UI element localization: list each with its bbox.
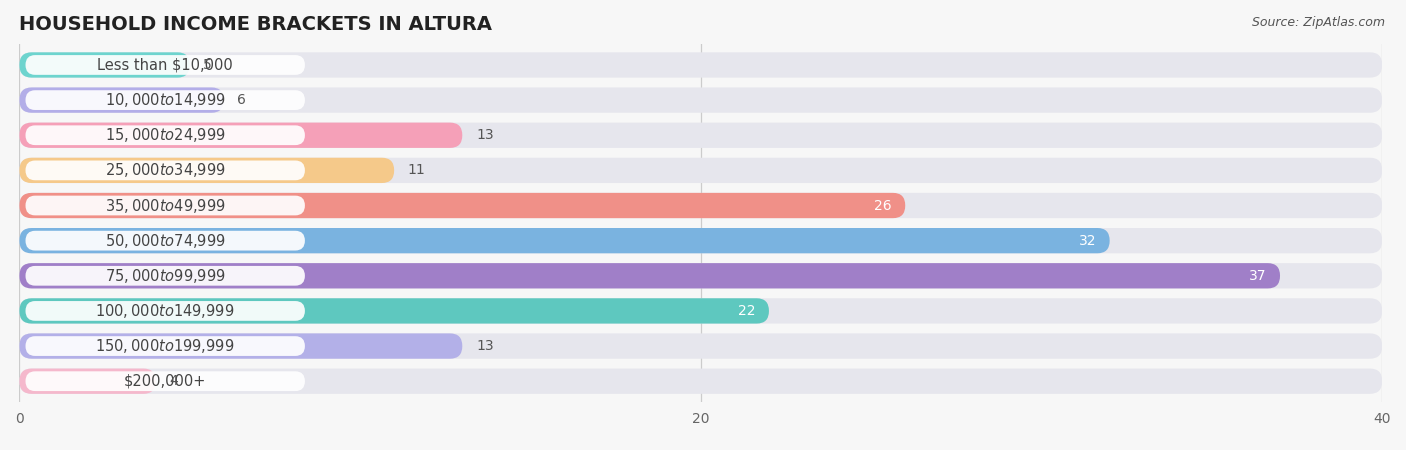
- Text: $200,000+: $200,000+: [124, 374, 207, 389]
- FancyBboxPatch shape: [20, 228, 1109, 253]
- FancyBboxPatch shape: [25, 126, 305, 145]
- Text: Less than $10,000: Less than $10,000: [97, 58, 233, 72]
- Text: $15,000 to $24,999: $15,000 to $24,999: [105, 126, 225, 144]
- Text: 6: 6: [238, 93, 246, 107]
- FancyBboxPatch shape: [20, 369, 156, 394]
- Text: 13: 13: [477, 128, 494, 142]
- FancyBboxPatch shape: [25, 301, 305, 321]
- FancyBboxPatch shape: [20, 87, 224, 113]
- Text: 37: 37: [1249, 269, 1267, 283]
- Text: 13: 13: [477, 339, 494, 353]
- FancyBboxPatch shape: [25, 371, 305, 391]
- FancyBboxPatch shape: [20, 333, 1382, 359]
- FancyBboxPatch shape: [20, 333, 463, 359]
- Text: $100,000 to $149,999: $100,000 to $149,999: [96, 302, 235, 320]
- FancyBboxPatch shape: [25, 161, 305, 180]
- Text: 32: 32: [1078, 234, 1097, 248]
- FancyBboxPatch shape: [25, 90, 305, 110]
- Text: 5: 5: [204, 58, 212, 72]
- FancyBboxPatch shape: [20, 158, 1382, 183]
- Text: Source: ZipAtlas.com: Source: ZipAtlas.com: [1251, 16, 1385, 29]
- FancyBboxPatch shape: [20, 122, 463, 148]
- FancyBboxPatch shape: [20, 193, 905, 218]
- FancyBboxPatch shape: [20, 298, 769, 324]
- Text: 11: 11: [408, 163, 426, 177]
- FancyBboxPatch shape: [20, 52, 1382, 77]
- Text: $25,000 to $34,999: $25,000 to $34,999: [105, 162, 225, 180]
- FancyBboxPatch shape: [20, 298, 1382, 324]
- FancyBboxPatch shape: [20, 369, 1382, 394]
- FancyBboxPatch shape: [20, 158, 394, 183]
- FancyBboxPatch shape: [25, 196, 305, 216]
- Text: 26: 26: [875, 198, 891, 212]
- Text: $50,000 to $74,999: $50,000 to $74,999: [105, 232, 225, 250]
- FancyBboxPatch shape: [20, 263, 1382, 288]
- FancyBboxPatch shape: [20, 263, 1279, 288]
- FancyBboxPatch shape: [20, 228, 1382, 253]
- FancyBboxPatch shape: [25, 231, 305, 251]
- Text: $150,000 to $199,999: $150,000 to $199,999: [96, 337, 235, 355]
- FancyBboxPatch shape: [20, 87, 1382, 113]
- Text: HOUSEHOLD INCOME BRACKETS IN ALTURA: HOUSEHOLD INCOME BRACKETS IN ALTURA: [20, 15, 492, 34]
- FancyBboxPatch shape: [20, 52, 190, 77]
- Text: $35,000 to $49,999: $35,000 to $49,999: [105, 197, 225, 215]
- FancyBboxPatch shape: [25, 55, 305, 75]
- Text: $10,000 to $14,999: $10,000 to $14,999: [105, 91, 225, 109]
- FancyBboxPatch shape: [25, 266, 305, 286]
- Text: $75,000 to $99,999: $75,000 to $99,999: [105, 267, 225, 285]
- FancyBboxPatch shape: [25, 336, 305, 356]
- Text: 22: 22: [738, 304, 755, 318]
- Text: 4: 4: [169, 374, 179, 388]
- FancyBboxPatch shape: [20, 193, 1382, 218]
- FancyBboxPatch shape: [20, 122, 1382, 148]
